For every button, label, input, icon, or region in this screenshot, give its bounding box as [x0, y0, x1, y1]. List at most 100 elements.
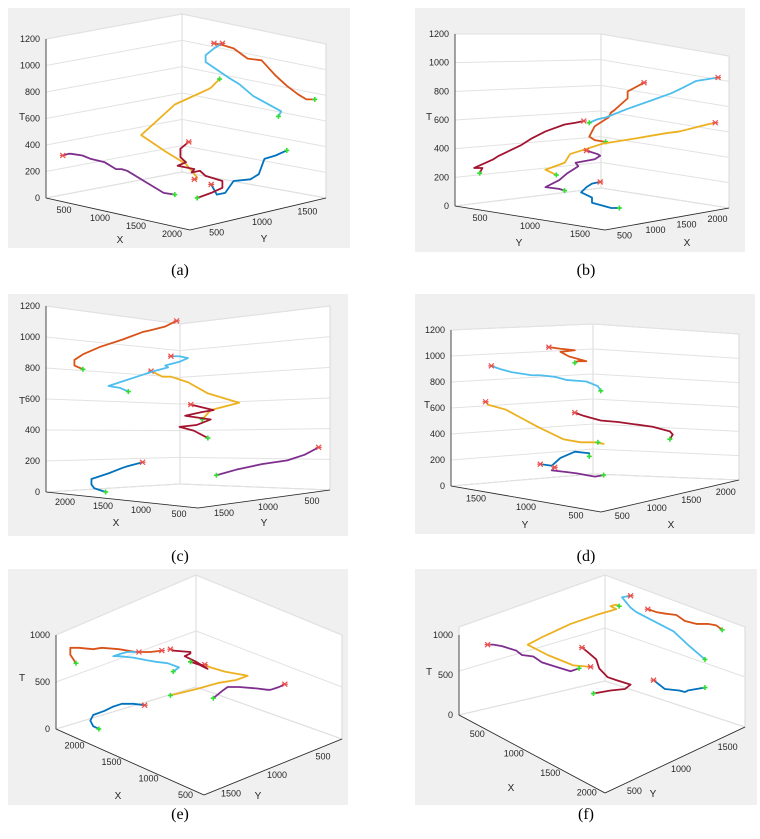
end-marker	[644, 606, 651, 613]
x-tick-label: 1500	[676, 219, 696, 229]
trajectory-1	[89, 702, 146, 730]
x-tick-label: 1500	[540, 768, 560, 778]
grid-line-z	[45, 145, 183, 172]
end-marker	[583, 147, 590, 154]
trajectory-5	[473, 120, 585, 175]
y-tick-label: 1500	[718, 742, 738, 752]
grid-line-z	[45, 336, 181, 352]
grid-line-z	[181, 13, 327, 45]
x-axis-line	[604, 207, 730, 231]
end-marker	[141, 702, 148, 709]
trajectory-5	[573, 411, 674, 441]
y-tick-label: 1000	[258, 502, 278, 512]
grid-line-z	[179, 456, 331, 460]
x-tick-label: 1000	[138, 773, 158, 783]
caption-c: (c)	[171, 548, 189, 565]
trajectory-2	[69, 646, 163, 665]
x-axis-label: X	[113, 518, 120, 529]
grid-line-z	[604, 574, 746, 628]
z-axis-label: T	[19, 673, 25, 684]
trajectory-4	[61, 152, 176, 196]
end-marker	[650, 677, 657, 684]
back-wall-left	[450, 323, 594, 487]
start-marker	[616, 603, 622, 609]
start-marker	[210, 695, 216, 701]
grid-line-z	[195, 686, 343, 740]
end-marker	[135, 649, 142, 655]
end-marker	[597, 178, 604, 185]
caption-a: (a)	[171, 262, 189, 279]
grid-line-z	[458, 574, 606, 628]
x-tick-label: 2000	[55, 497, 75, 507]
x-tick-label: 1500	[681, 495, 701, 505]
start-marker	[312, 96, 318, 102]
z-tick-label: 800	[25, 87, 40, 97]
grid-line-z	[181, 92, 327, 122]
x-axis-line	[458, 714, 606, 794]
end-marker	[211, 40, 217, 47]
caption-e: (e)	[171, 806, 189, 823]
x-tick-label: 2000	[64, 740, 84, 750]
z-tick-label: 400	[434, 144, 449, 154]
z-tick-label: 1000	[429, 58, 449, 68]
end-marker	[187, 401, 194, 408]
end-marker	[185, 138, 192, 145]
z-tick-label: 1200	[20, 34, 40, 44]
start-marker	[601, 472, 607, 478]
panel-d: 0 200 400 600 800 1000 1200 500 1000 1500 2000 1500…	[415, 294, 755, 534]
end-marker	[580, 118, 587, 124]
start-marker	[586, 120, 592, 126]
y-tick-label: 1500	[297, 206, 317, 216]
start-marker	[477, 170, 483, 176]
grid-line-z	[179, 397, 331, 405]
start-marker	[590, 690, 596, 696]
x-axis-label: X	[508, 783, 515, 794]
y-axis-line	[203, 738, 343, 796]
end-marker	[158, 647, 165, 654]
z-axis-label: T	[426, 667, 432, 678]
grid-line-z	[195, 630, 343, 688]
trajectory-1	[210, 149, 288, 196]
y-tick-label: 500	[627, 786, 642, 796]
x-axis-line	[55, 728, 205, 796]
z-tick-label: 500	[35, 677, 50, 687]
trajectory-1	[90, 461, 144, 493]
grid-line-z	[454, 59, 602, 64]
y-axis-line	[197, 489, 331, 509]
grid-line-z	[592, 323, 740, 335]
end-marker	[488, 362, 495, 369]
y-tick-label: 1000	[520, 221, 540, 231]
z-tick-label: 1000	[30, 630, 50, 640]
back-wall-right	[181, 13, 327, 199]
trajectory-5	[581, 646, 632, 695]
z-tick-label: 0	[448, 710, 453, 720]
z-tick-label: 500	[438, 670, 453, 680]
end-marker	[587, 663, 594, 670]
z-axis-label: T	[426, 112, 432, 123]
z-tick-label: 1000	[20, 332, 40, 342]
x-tick-label: 500	[171, 509, 186, 519]
x-tick-label: 2000	[716, 487, 736, 497]
back-wall-right	[592, 323, 740, 481]
x-tick-label: 500	[56, 205, 71, 215]
x-axis-label: X	[684, 238, 691, 249]
grid-line-z	[179, 336, 331, 352]
panel-c: 0 200 400 600 800 1000 1200 2000 1500 1000 500 1500…	[8, 294, 348, 536]
back-wall-right	[179, 305, 331, 491]
grid-line-z	[181, 118, 327, 148]
trajectory-2	[73, 319, 178, 371]
y-tick-label: 1500	[221, 789, 241, 799]
z-tick-label: 1200	[429, 29, 449, 39]
trajectory-4	[486, 643, 581, 673]
x-axis-label: X	[117, 235, 124, 246]
start-marker	[553, 172, 559, 178]
trajectory-4	[550, 466, 605, 478]
start-marker	[586, 453, 592, 459]
trajectory-4	[215, 446, 320, 477]
trajectory-2	[646, 608, 724, 631]
start-marker	[275, 113, 281, 119]
grid-line-z	[45, 456, 181, 462]
y-tick-label: 1000	[252, 217, 272, 227]
start-marker	[702, 656, 708, 662]
end-marker	[627, 592, 634, 599]
